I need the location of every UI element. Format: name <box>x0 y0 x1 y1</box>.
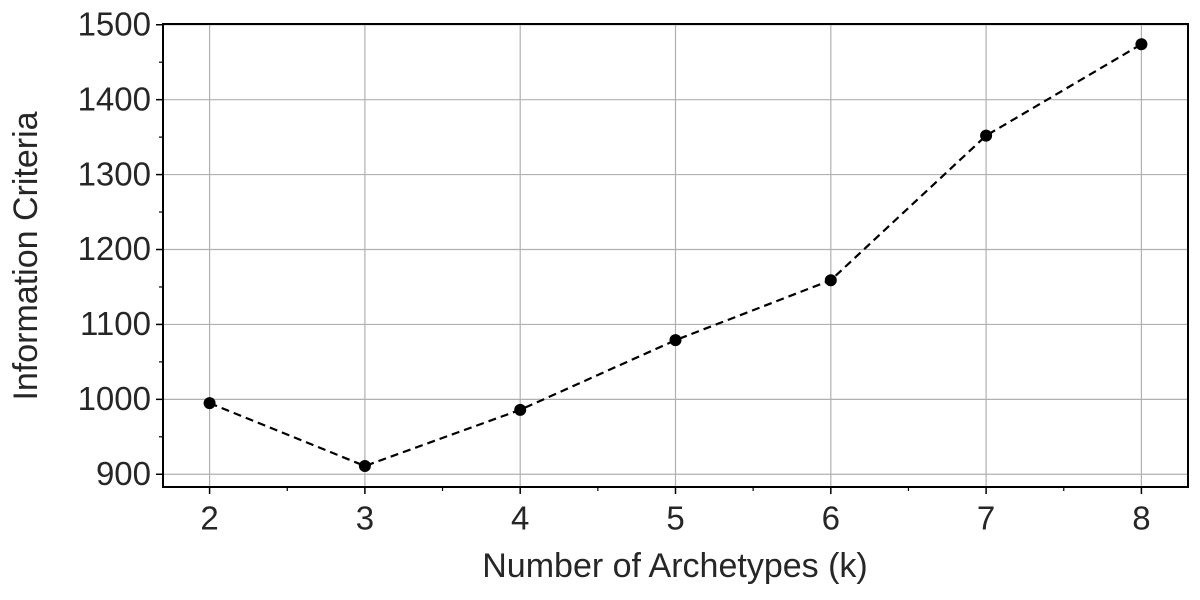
x-tick-label: 3 <box>356 500 374 537</box>
y-tick-label: 1000 <box>78 380 151 417</box>
y-tick-label: 1500 <box>78 5 151 42</box>
y-tick-label: 1300 <box>78 155 151 192</box>
data-point <box>358 460 371 473</box>
data-point <box>980 129 993 142</box>
y-axis-label: Information Criteria <box>7 111 45 400</box>
x-tick-label: 8 <box>1132 500 1150 537</box>
y-tick-label: 1100 <box>80 305 151 342</box>
data-point <box>1135 38 1148 51</box>
x-tick-label: 6 <box>822 500 840 537</box>
data-point <box>514 403 527 416</box>
plot-frame <box>162 23 1189 488</box>
data-point <box>824 274 837 287</box>
y-tick-label: 900 <box>96 455 151 492</box>
y-tick-label: 1200 <box>78 230 151 267</box>
y-tick-label: 1400 <box>78 80 151 117</box>
x-tick-label: 2 <box>200 500 218 537</box>
data-point <box>669 334 682 347</box>
x-tick-label: 4 <box>511 500 529 537</box>
data-point <box>203 397 216 410</box>
x-tick-label: 7 <box>977 500 995 537</box>
x-tick-label: 5 <box>666 500 684 537</box>
x-axis-label: Number of Archetypes (k) <box>482 547 867 585</box>
